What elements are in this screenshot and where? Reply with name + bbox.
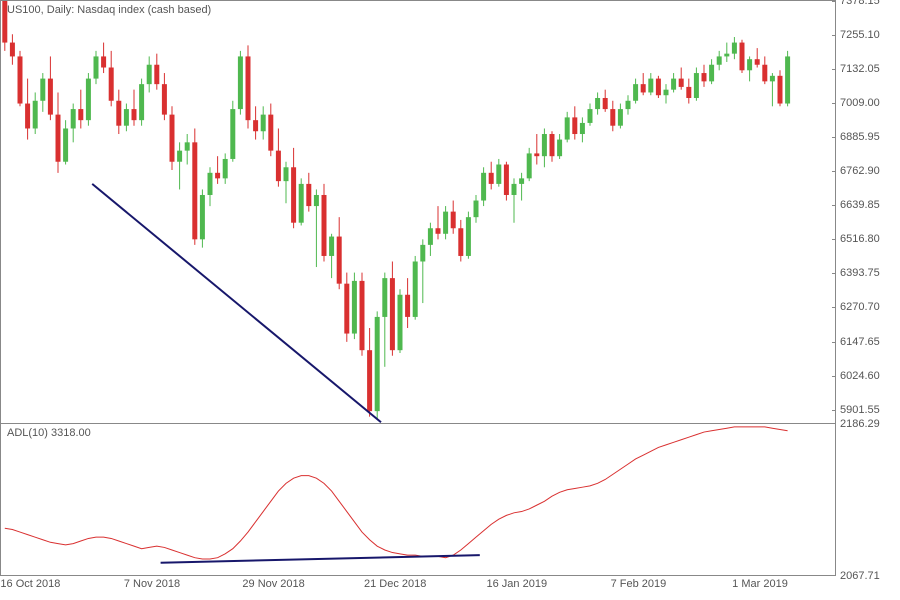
y-tick-label: 7132.05: [840, 63, 880, 75]
y-tick-label: 2186.29: [840, 418, 880, 430]
y-tick-label: 7009.00: [840, 97, 880, 109]
indicator-y-axis: 2186.292067.71: [836, 424, 900, 576]
y-tick-label: 7255.10: [840, 29, 880, 41]
chart-container: US100, Daily: Nasdaq index (cash based) …: [0, 0, 900, 600]
y-tick-label: 6147.65: [840, 336, 880, 348]
y-tick-label: 5901.55: [840, 404, 880, 416]
chart-title: US100, Daily: Nasdaq index (cash based): [7, 4, 211, 16]
x-tick-label: 7 Nov 2018: [124, 578, 180, 590]
y-tick-label: 6885.95: [840, 131, 880, 143]
x-tick-label: 1 Mar 2019: [732, 578, 788, 590]
y-tick-label: 6762.90: [840, 165, 880, 177]
x-tick-label: 29 Nov 2018: [242, 578, 304, 590]
y-tick-label: 6393.75: [840, 267, 880, 279]
indicator-svg: [1, 424, 837, 576]
price-y-axis: 7378.15 7255.10 7132.05 7009.00 6885.95 6762.…: [836, 0, 900, 424]
y-tick-label: 6024.60: [840, 370, 880, 382]
y-tick-label: 6270.70: [840, 301, 880, 313]
y-tick-label: 2067.71: [840, 570, 880, 582]
x-tick-label: 21 Dec 2018: [364, 578, 426, 590]
price-chart-panel: US100, Daily: Nasdaq index (cash based): [0, 0, 836, 424]
x-tick-label: 16 Oct 2018: [0, 578, 60, 590]
x-tick-label: 16 Jan 2019: [487, 578, 548, 590]
indicator-panel: ADL(10) 3318.00: [0, 424, 836, 576]
indicator-label: ADL(10) 3318.00: [7, 427, 91, 439]
y-tick-label: 7378.15: [840, 0, 880, 7]
y-tick-label: 6639.85: [840, 199, 880, 211]
candlestick-svg: [1, 1, 837, 425]
x-tick-label: 7 Feb 2019: [611, 578, 667, 590]
time-x-axis: 16 Oct 2018 7 Nov 2018 29 Nov 2018 21 Dec 2…: [0, 576, 836, 600]
y-tick-label: 6516.80: [840, 233, 880, 245]
